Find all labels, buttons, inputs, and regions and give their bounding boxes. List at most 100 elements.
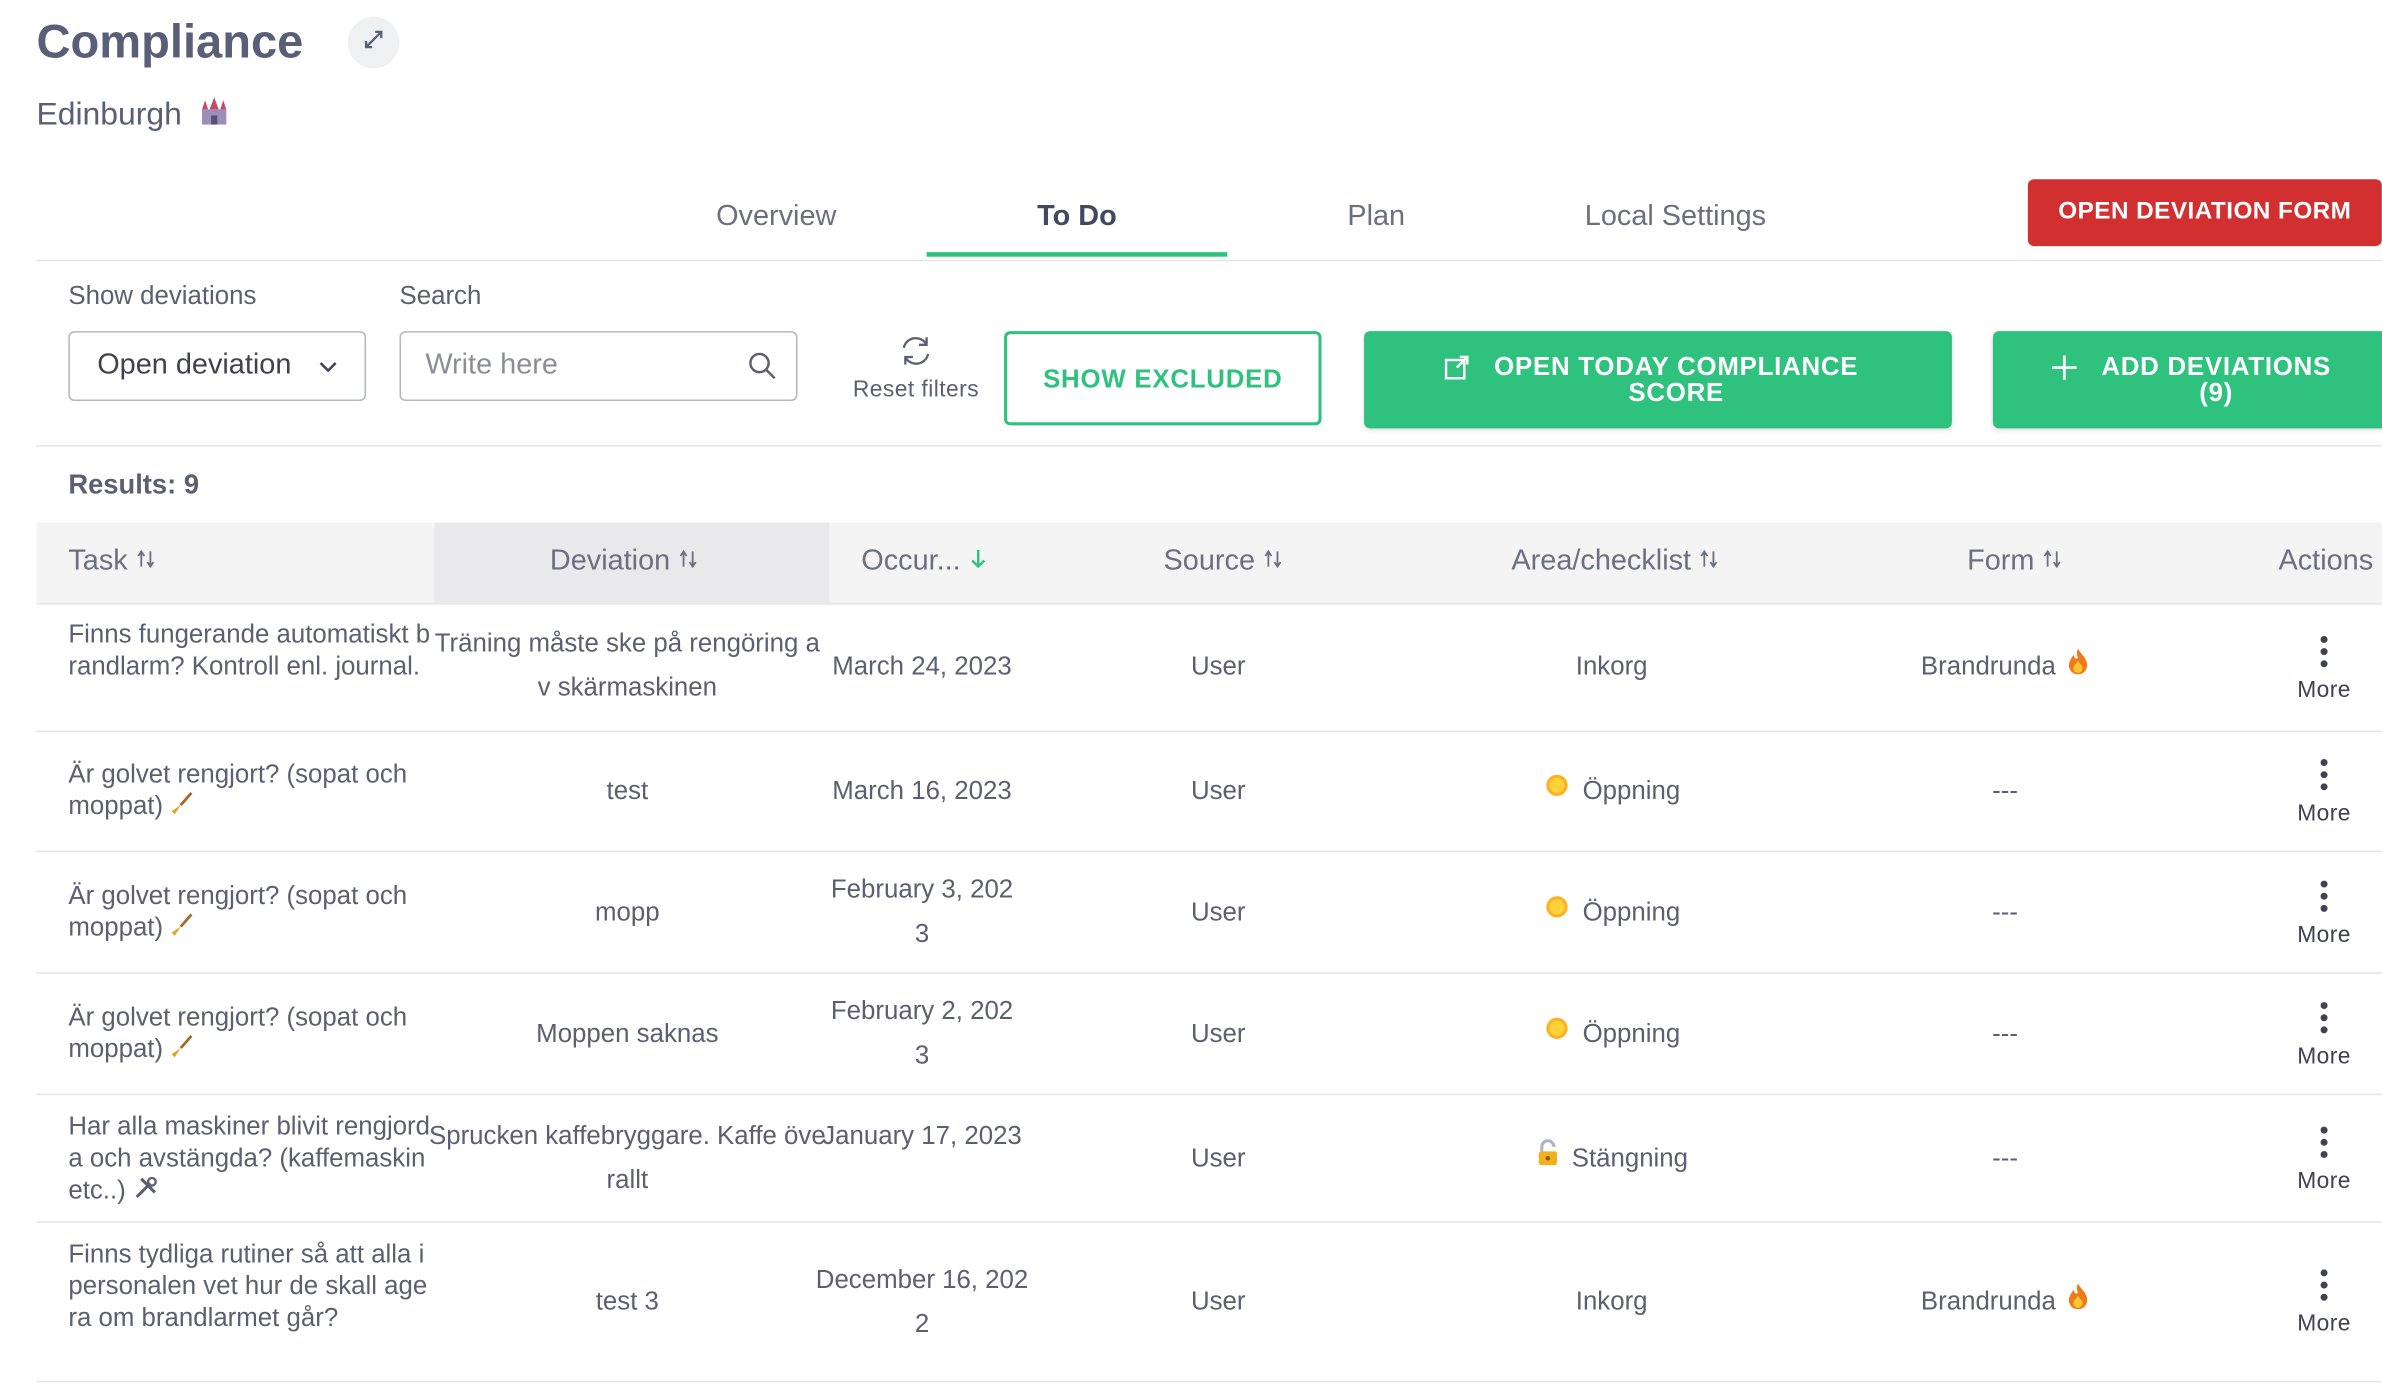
occurred-cell: March 16, 2023	[832, 776, 1012, 806]
plus-icon	[2051, 354, 2078, 386]
tab-overview[interactable]: Overview	[716, 200, 837, 233]
area-cell: Inkorg	[1460, 644, 1764, 688]
deviation-cell: test	[606, 776, 649, 806]
search-label: Search	[399, 281, 482, 310]
sun-icon	[1543, 1012, 1570, 1056]
table-row[interactable]: Finns tydliga rutiner så att alla i pers…	[36, 1221, 2382, 1383]
kebab-menu-icon	[2272, 880, 2375, 918]
table-row[interactable]: Finns fungerande automatiskt brandlarm? …	[36, 603, 2382, 733]
form-cell: ---	[1992, 1143, 2018, 1173]
column-header-area-label: Area/checklist	[1511, 545, 1692, 578]
sort-icon	[1264, 545, 1282, 578]
more-label: More	[2297, 1043, 2351, 1070]
lock-icon	[1535, 1136, 1559, 1180]
column-header-occurred[interactable]: Occur...	[861, 545, 988, 578]
source-cell: User	[1190, 1019, 1246, 1049]
page-title: Compliance	[36, 15, 304, 69]
show-deviations-select[interactable]: Open deviation	[68, 331, 367, 402]
task-cell: Är golvet rengjort? (sopat och moppat)	[68, 758, 433, 823]
area-text: Öppning	[1582, 897, 1681, 927]
more-actions-button[interactable]: More	[2272, 635, 2375, 702]
table-row[interactable]: Är golvet rengjort? (sopat och moppat) t…	[36, 731, 2382, 853]
more-actions-button[interactable]: More	[2272, 1126, 2375, 1194]
table-row[interactable]: Är golvet rengjort? (sopat och moppat) m…	[36, 851, 2382, 974]
column-header-source[interactable]: Source	[1164, 545, 1283, 578]
column-header-occurred-label: Occur...	[861, 545, 961, 578]
tab-to-do[interactable]: To Do	[1037, 200, 1117, 233]
tools-icon	[133, 1176, 157, 1208]
form-cell: ---	[1992, 776, 2018, 806]
column-header-form[interactable]: Form	[1967, 545, 2062, 578]
reset-filters-button[interactable]: Reset filters	[838, 334, 993, 403]
task-text: Är golvet rengjort? (sopat och moppat)	[68, 1002, 408, 1064]
kebab-menu-icon	[2272, 635, 2375, 673]
form-cell: Brandrunda	[1853, 1279, 2157, 1323]
more-actions-button[interactable]: More	[2272, 880, 2375, 947]
area-cell: Inkorg	[1460, 1279, 1764, 1323]
column-header-task[interactable]: Task	[68, 545, 155, 578]
more-actions-button[interactable]: More	[2272, 758, 2375, 825]
deviation-cell: Sprucken kaffebryggare. Kaffe överallt	[428, 1121, 826, 1194]
search-field[interactable]	[399, 331, 798, 402]
sort-descending-icon	[970, 545, 988, 578]
form-cell: ---	[1992, 897, 2018, 927]
table-header: Task Deviation Occur... Source Area/chec…	[36, 522, 2382, 605]
column-header-source-label: Source	[1163, 545, 1256, 578]
chevron-down-icon	[319, 349, 337, 382]
expand-button[interactable]	[347, 16, 400, 69]
deviation-cell: Träning måste ske på rengöring av skärma…	[434, 628, 820, 702]
search-icon[interactable]	[747, 351, 777, 381]
occurred-cell: February 2, 2023	[830, 996, 1014, 1070]
source-cell: User	[1190, 1286, 1246, 1316]
task-text: Finns tydliga rutiner så att alla i pers…	[68, 1239, 428, 1333]
filter-divider	[36, 445, 2382, 447]
broom-icon	[170, 1034, 194, 1066]
task-cell: Är golvet rengjort? (sopat och moppat)	[68, 880, 433, 945]
sun-icon	[1543, 769, 1570, 813]
active-tab-indicator	[926, 252, 1228, 257]
source-cell: User	[1190, 897, 1246, 927]
task-text: Är golvet rengjort? (sopat och moppat)	[68, 881, 408, 942]
open-today-compliance-score-button[interactable]: OPEN TODAY COMPLIANCE SCORE	[1364, 331, 1952, 429]
deviation-cell: mopp	[595, 897, 660, 927]
search-input[interactable]	[422, 347, 733, 385]
open-deviation-form-button[interactable]: OPEN DEVIATION FORM	[2027, 179, 2382, 247]
area-text: Inkorg	[1575, 1286, 1648, 1316]
area-text: Inkorg	[1575, 651, 1648, 681]
kebab-menu-icon	[2272, 1126, 2375, 1164]
column-header-deviation-label: Deviation	[549, 545, 671, 578]
broom-icon	[170, 913, 194, 945]
column-header-area[interactable]: Area/checklist	[1511, 545, 1718, 578]
source-cell: User	[1190, 776, 1246, 806]
occurred-cell: February 3, 2023	[830, 874, 1014, 948]
show-excluded-button[interactable]: SHOW EXCLUDED	[1004, 331, 1322, 426]
tab-plan[interactable]: Plan	[1347, 200, 1406, 233]
area-cell: Öppning	[1460, 769, 1764, 813]
tab-local-settings[interactable]: Local Settings	[1584, 200, 1767, 233]
sun-icon	[1543, 890, 1570, 934]
area-cell: Stängning	[1460, 1136, 1764, 1180]
deviation-header-highlight	[434, 522, 830, 604]
table-row[interactable]: Är golvet rengjort? (sopat och moppat) M…	[36, 972, 2382, 1096]
task-text: Har alla maskiner blivit rengjorda och a…	[68, 1111, 431, 1205]
kebab-menu-icon	[2272, 1268, 2375, 1306]
more-label: More	[2297, 1168, 2351, 1194]
deviation-cell: test 3	[595, 1286, 659, 1316]
reset-filters-label: Reset filters	[852, 376, 980, 403]
fire-icon	[2068, 1279, 2089, 1323]
column-header-deviation[interactable]: Deviation	[550, 545, 698, 578]
add-deviations-button[interactable]: ADD DEVIATIONS (9)	[1992, 331, 2382, 429]
form-text: Brandrunda	[1920, 1286, 2056, 1316]
column-header-actions: Actions	[2278, 545, 2374, 578]
more-actions-button[interactable]: More	[2272, 1268, 2375, 1335]
occurred-cell: December 16, 2022	[815, 1265, 1029, 1339]
area-text: Öppning	[1582, 776, 1681, 806]
occurred-cell: January 17, 2023	[822, 1121, 1022, 1150]
more-actions-button[interactable]: More	[2272, 1001, 2375, 1068]
open-today-compliance-score-label: OPEN TODAY COMPLIANCE SCORE	[1494, 352, 1859, 408]
fire-icon	[2068, 644, 2089, 688]
source-cell: User	[1190, 1143, 1246, 1173]
task-text: Är golvet rengjort? (sopat och moppat)	[68, 759, 408, 821]
form-cell: ---	[1992, 1019, 2018, 1049]
table-row[interactable]: Har alla maskiner blivit rengjorda och a…	[36, 1094, 2382, 1223]
